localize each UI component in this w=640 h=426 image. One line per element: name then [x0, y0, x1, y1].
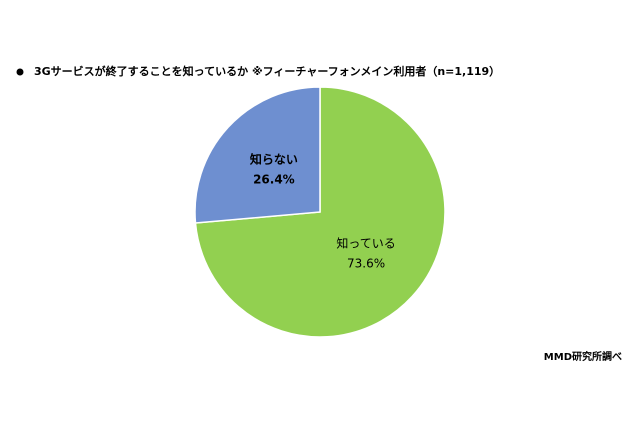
pie-slice	[194, 86, 321, 224]
chart-title: 3Gサービスが終了することを知っているか ※フィーチャーフォンメイン利用者（n=…	[34, 64, 500, 78]
value-label: 26.4%	[253, 172, 295, 186]
source-note: MMD研究所調べ	[544, 350, 622, 363]
title-bullet	[16, 68, 24, 76]
slice-label: 知らない	[249, 151, 298, 166]
value-label: 73.6%	[347, 257, 385, 271]
slice-label: 知っている	[336, 237, 395, 251]
